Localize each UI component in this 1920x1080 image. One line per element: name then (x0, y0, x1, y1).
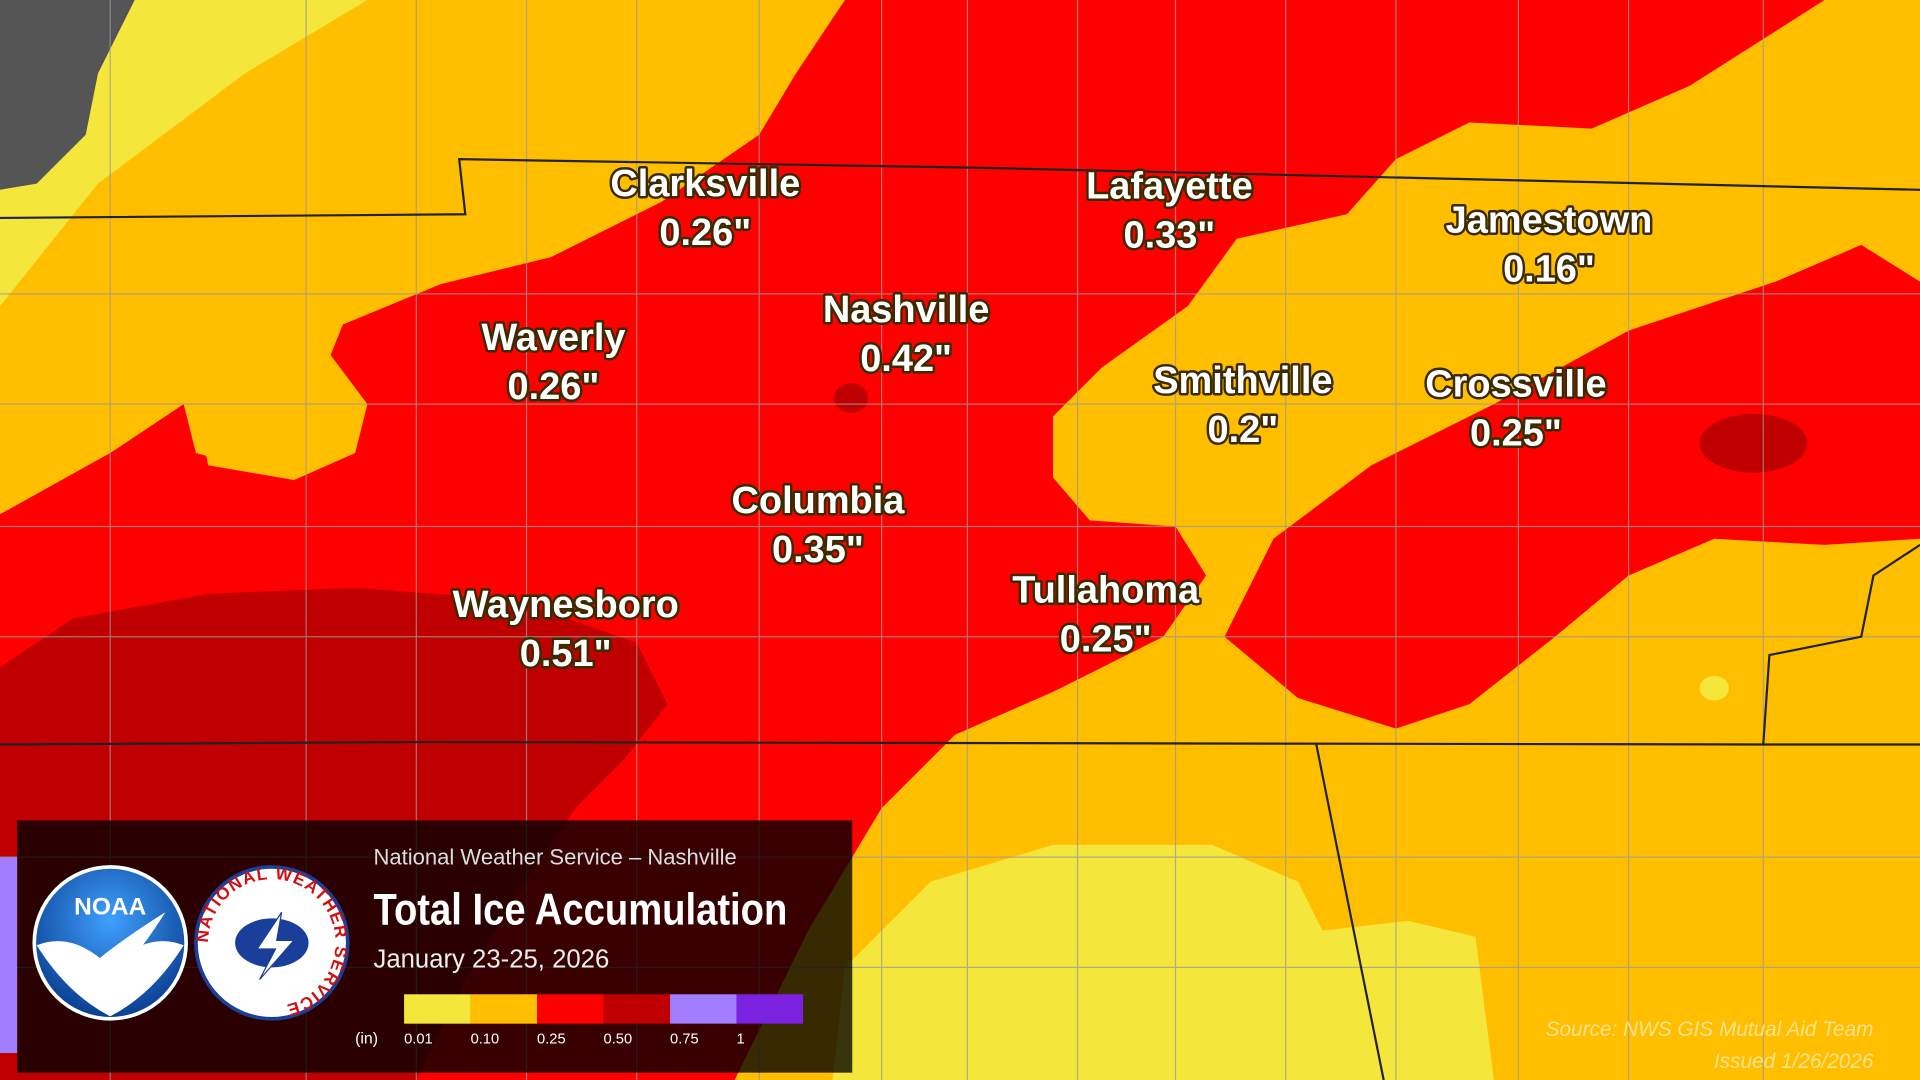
state-line (1315, 744, 1385, 1080)
state-line (1762, 543, 1920, 745)
state-line (0, 740, 1920, 746)
legend-tick-label: 1 (737, 1031, 745, 1047)
dates: January 23-25, 2026 (373, 945, 609, 973)
agency: National Weather Service – Nashville (373, 844, 736, 869)
city-amount: 0.51" (520, 633, 612, 675)
city-amount: 0.2" (1207, 409, 1278, 451)
legend-tick-label: 0.01 (404, 1031, 433, 1047)
fill-gray-corner (0, 0, 135, 190)
city-name: Columbia (732, 480, 906, 522)
noaa-bird (36, 912, 184, 1017)
issued: Issued 1/26/2026 (1714, 1050, 1874, 1073)
city-amount: 0.26" (659, 212, 751, 254)
nws-bolt (255, 911, 296, 980)
fill-darkred-east (1699, 413, 1808, 473)
fill-orange-pocket (195, 367, 368, 480)
city-amount: 0.16" (1503, 249, 1595, 291)
legend-tick-label: 0.10 (471, 1031, 500, 1047)
city-labels: Clarksville 0.26" Lafayette 0.33" Jamestown 0… (450, 160, 1655, 677)
legend-swatch (736, 994, 804, 1024)
legend-tick-label: 0.75 (670, 1031, 699, 1047)
legend-swatch (537, 994, 604, 1024)
state-line (0, 158, 1920, 220)
city-name: Lafayette (1086, 165, 1253, 207)
legend-swatch (670, 994, 737, 1024)
city-amount: 0.26" (508, 366, 600, 408)
legend-unit: (in) (355, 1030, 378, 1047)
fill-yellow-spot (1699, 675, 1729, 701)
city-name: Jamestown (1446, 200, 1653, 242)
city-name: Waynesboro (453, 584, 679, 626)
city-name: Clarksville (610, 163, 800, 205)
noaa-text: NOAA (74, 894, 146, 921)
city-amount: 0.33" (1123, 214, 1215, 256)
fill-darkred-nashville (833, 383, 869, 413)
legend-tick-label: 0.25 (537, 1031, 566, 1047)
city-name: Smithville (1153, 360, 1332, 402)
city-amount: 0.25" (1060, 618, 1152, 660)
source: Source: NWS GIS Mutual Aid Team (1546, 1018, 1874, 1041)
legend-tick-label: 0.50 (604, 1031, 633, 1047)
city-name: Nashville (823, 289, 990, 331)
map-title: Total Ice Accumulation (373, 885, 787, 934)
legend: 0.01 0.10 0.25 0.50 0.75 1 (404, 994, 804, 1047)
info-panel: NOAA NATIONAL WEATHER SERVICE National W… (0, 820, 853, 1073)
city-amount: 0.25" (1470, 413, 1562, 455)
city-amount: 0.35" (772, 529, 864, 571)
state-lines (0, 158, 1920, 1080)
city-name: Waverly (481, 317, 625, 359)
legend-swatch (404, 994, 471, 1024)
fill-yellow-south (832, 844, 1494, 1080)
city-name: Crossville (1425, 364, 1606, 406)
legend-swatch (603, 994, 671, 1024)
purple-edge (0, 857, 18, 1054)
city-amount: 0.42" (860, 338, 952, 380)
fill-red-east (1224, 244, 1920, 729)
legend-swatch (470, 994, 538, 1024)
city-name: Tullahoma (1012, 569, 1200, 611)
